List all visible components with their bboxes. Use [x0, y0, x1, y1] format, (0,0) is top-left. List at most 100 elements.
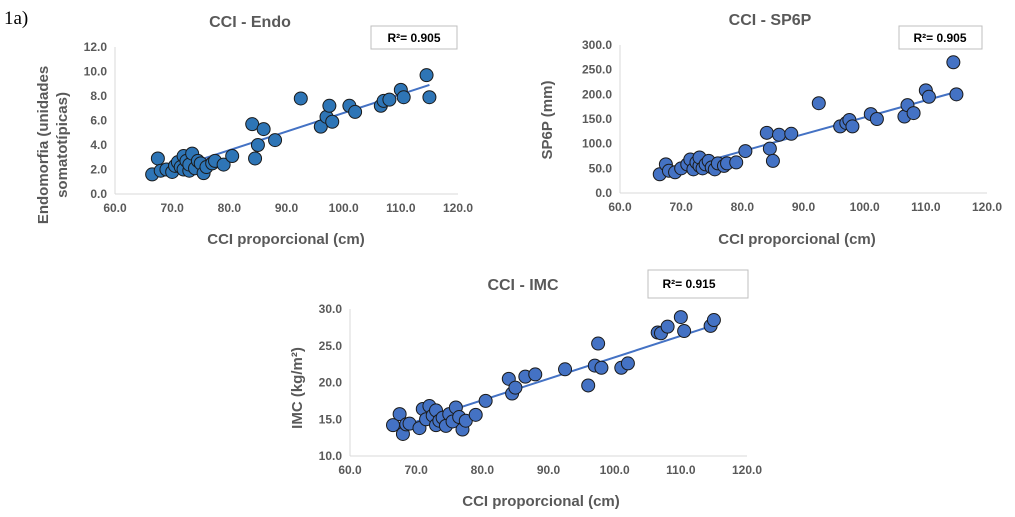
x-tick-label: 60.0 [103, 201, 127, 215]
data-point [478, 393, 493, 408]
y-axis-title-line-1: Endomorfia (unidades [35, 66, 52, 224]
data-point [382, 92, 397, 107]
data-point [591, 336, 606, 351]
chart-title: CCI - Endo [209, 14, 291, 31]
x-axis-title: CCI proporcional (cm) [462, 493, 620, 510]
data-point [558, 362, 573, 377]
data-point [419, 68, 434, 83]
x-tick-label: 120.0 [732, 463, 762, 477]
r2-box [647, 269, 749, 299]
x-tick-label: 110.0 [386, 201, 416, 215]
data-point [216, 157, 231, 172]
data-point [660, 319, 675, 334]
x-tick-label: 80.0 [218, 201, 242, 215]
y-tick-label: 300.0 [582, 38, 612, 52]
x-axis-title: CCI proporcional (cm) [718, 231, 876, 248]
chart-cci-sp6p: CCI - SP6P R²= 0.905 SP6P (mm) CCI propo… [539, 12, 1002, 248]
data-point [528, 367, 543, 382]
y-axis-title-line-2: somatotípicas) [54, 92, 71, 198]
data-point [422, 90, 437, 105]
x-tick-label: 60.0 [338, 463, 362, 477]
data-point [946, 55, 961, 70]
y-tick-label: 100.0 [582, 137, 612, 151]
data-point [845, 119, 860, 134]
x-tick-label: 70.0 [160, 201, 184, 215]
x-tick-label: 120.0 [972, 200, 1002, 214]
data-point [706, 313, 721, 328]
y-tick-label: 20.0 [319, 376, 343, 390]
r2-label: R²= 0.905 [913, 31, 966, 45]
y-tick-label: 15.0 [319, 412, 343, 426]
y-tick-label: 150.0 [582, 112, 612, 126]
x-tick-label: 110.0 [911, 200, 941, 214]
data-point [325, 114, 340, 129]
y-tick-label: 30.0 [319, 302, 343, 316]
y-tick-label: 12.0 [84, 40, 108, 54]
x-tick-label: 100.0 [850, 200, 880, 214]
x-tick-label: 110.0 [666, 463, 696, 477]
data-point [620, 356, 635, 371]
y-tick-label: 10.0 [319, 449, 343, 463]
x-tick-label: 70.0 [669, 200, 693, 214]
r2-label: R²= 0.905 [387, 31, 440, 45]
r2-label: R²= 0.915 [662, 277, 715, 291]
y-axis-title: IMC (kg/m²) [289, 347, 306, 429]
y-tick-label: 0.0 [595, 186, 612, 200]
y-axis-title: SP6P (mm) [539, 81, 556, 160]
y-tick-label: 50.0 [589, 161, 613, 175]
data-point [508, 380, 523, 395]
data-point [784, 126, 799, 141]
data-point [738, 144, 753, 159]
y-tick-label: 250.0 [582, 63, 612, 77]
data-point [677, 324, 692, 339]
data-point [906, 106, 921, 121]
data-point [594, 360, 609, 375]
x-tick-label: 120.0 [443, 201, 473, 215]
x-axis-title: CCI proporcional (cm) [207, 231, 365, 248]
x-tick-label: 100.0 [329, 201, 359, 215]
data-point [256, 122, 271, 137]
x-tick-label: 90.0 [275, 201, 299, 215]
x-tick-label: 90.0 [792, 200, 816, 214]
r2-box [898, 25, 983, 50]
data-point [765, 153, 780, 168]
data-point [673, 310, 688, 325]
y-tick-label: 8.0 [90, 89, 107, 103]
x-tick-label: 100.0 [600, 463, 630, 477]
y-tick-label: 200.0 [582, 87, 612, 101]
data-point [468, 407, 483, 422]
data-point [293, 91, 308, 106]
chart-title: CCI - SP6P [729, 12, 812, 29]
y-tick-label: 25.0 [319, 339, 343, 353]
data-point [396, 90, 411, 105]
y-tick-label: 10.0 [84, 65, 108, 79]
data-point [250, 138, 265, 152]
chart-title: CCI - IMC [487, 277, 559, 294]
chart-cci-endo: CCI - Endo R²= 0.905 Endomorfia (unidade… [35, 14, 473, 248]
x-tick-label: 80.0 [731, 200, 755, 214]
data-point [348, 104, 363, 119]
data-point [869, 112, 884, 126]
data-point [322, 98, 337, 113]
x-tick-label: 90.0 [537, 463, 561, 477]
r2-box [370, 25, 458, 50]
data-point [392, 407, 407, 422]
x-tick-label: 80.0 [471, 463, 495, 477]
y-tick-label: 2.0 [90, 163, 107, 177]
data-point [225, 149, 240, 164]
data-point [729, 155, 744, 170]
data-point [268, 133, 283, 148]
figure-label: 1a) [4, 8, 29, 29]
y-tick-label: 6.0 [90, 114, 107, 128]
y-tick-label: 0.0 [90, 187, 107, 201]
data-point [581, 378, 596, 393]
y-tick-label: 4.0 [90, 138, 107, 152]
data-point [248, 151, 263, 166]
data-point [811, 96, 826, 111]
data-point [921, 89, 936, 104]
y-axis-title: Endomorfia (unidades somatotípicas) [35, 66, 71, 224]
x-tick-label: 70.0 [404, 463, 428, 477]
data-point [949, 87, 964, 102]
x-tick-label: 60.0 [608, 200, 632, 214]
